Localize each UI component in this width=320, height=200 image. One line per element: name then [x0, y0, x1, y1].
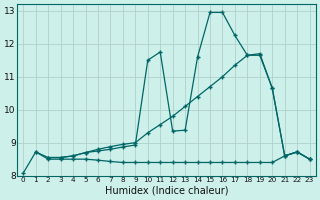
- X-axis label: Humidex (Indice chaleur): Humidex (Indice chaleur): [105, 186, 228, 196]
